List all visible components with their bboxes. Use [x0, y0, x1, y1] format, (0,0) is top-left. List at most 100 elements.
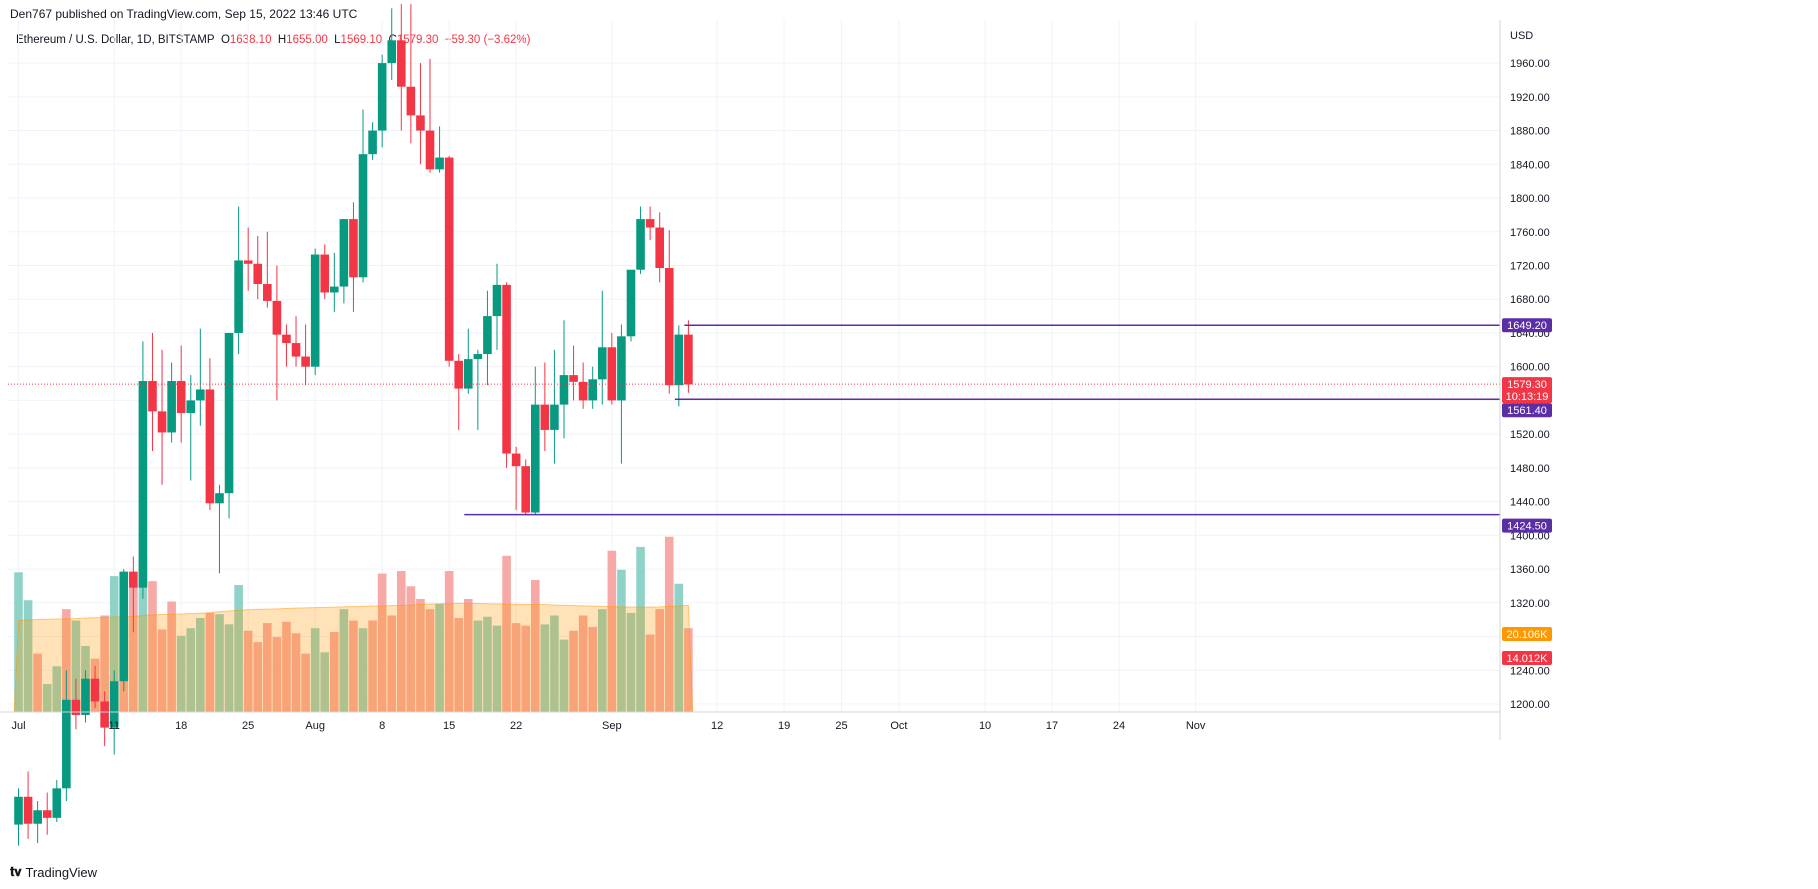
candle-body	[148, 381, 157, 412]
volume-bars	[14, 536, 693, 712]
candle-body	[569, 375, 578, 382]
volume-bar	[377, 573, 387, 712]
volume-bar	[320, 652, 330, 712]
x-tick-label: Oct	[890, 720, 907, 732]
volume-bar	[540, 624, 550, 712]
volume-bar	[483, 616, 492, 712]
candle-body	[224, 332, 234, 494]
x-tick-label: 25	[242, 720, 254, 732]
candle-body	[358, 154, 368, 278]
volume-bar	[569, 630, 578, 712]
candle-body	[167, 381, 176, 433]
candle-body	[559, 375, 569, 405]
level-price-label: 1561.40	[1507, 405, 1547, 417]
candle-body	[320, 254, 330, 293]
volume-bar	[52, 666, 62, 712]
candle-body	[205, 389, 215, 504]
volume-ma-label-bg	[1502, 627, 1552, 641]
x-tick-label: 12	[711, 720, 723, 732]
volume-bar	[588, 626, 597, 712]
candle-body	[42, 810, 52, 818]
volume-bar	[33, 653, 42, 712]
volume-bar	[358, 628, 368, 712]
volume-bar	[339, 609, 349, 712]
volume-bar	[253, 642, 263, 712]
candle-body	[387, 40, 397, 64]
volume-bar	[607, 550, 617, 712]
volume-bar	[559, 639, 569, 712]
candle-body	[425, 130, 435, 170]
volume-bar	[425, 609, 435, 712]
y-tick-label: 1760.00	[1510, 227, 1550, 239]
volume-bar	[397, 571, 406, 712]
candle-body	[578, 381, 588, 401]
x-tick-label: 19	[778, 720, 790, 732]
volume-bar	[23, 600, 33, 712]
candle-body	[540, 404, 550, 430]
volume-bar	[234, 585, 243, 712]
volume-bar	[416, 598, 425, 712]
candle-body	[272, 300, 282, 335]
candle-body	[607, 347, 617, 401]
candle-body	[406, 86, 416, 116]
candle-body	[176, 381, 186, 414]
candle-body	[157, 411, 167, 433]
candle-body	[368, 130, 377, 155]
volume-bar	[674, 583, 684, 712]
x-tick-label: Sep	[602, 720, 622, 732]
y-tick-label: 1680.00	[1510, 294, 1550, 306]
volume-bar	[62, 609, 71, 712]
volume-bar	[205, 612, 215, 712]
volume-bar	[521, 625, 531, 712]
candle-body	[473, 354, 483, 360]
candle-body	[301, 356, 310, 367]
volume-bar	[664, 536, 674, 712]
candle-body	[588, 379, 597, 401]
volume-bar	[530, 579, 540, 712]
volume-current-label: 14.012K	[1507, 653, 1549, 665]
volume-bar	[215, 614, 224, 712]
last-price-label: 10:13:19	[1506, 391, 1549, 403]
candle-body	[291, 343, 301, 357]
candle-body	[119, 571, 129, 682]
candle-body	[645, 219, 655, 228]
candle-body	[521, 466, 531, 513]
close-value: 1579.30	[396, 34, 439, 46]
candle-body	[377, 63, 387, 131]
open-value: 1638.10	[229, 34, 272, 46]
volume-bar	[444, 571, 454, 712]
y-tick-label: 1480.00	[1510, 463, 1550, 475]
candle-body	[339, 219, 349, 287]
volume-current-label-bg	[1502, 651, 1552, 665]
change-value: −59.30 (−3.62%)	[444, 34, 531, 46]
tradingview-brand[interactable]: 𝐭𝐯 TradingView	[10, 864, 97, 880]
y-tick-label: 1520.00	[1510, 429, 1550, 441]
volume-bar	[310, 628, 320, 712]
brand-label: TradingView	[25, 864, 97, 880]
volume-bar	[157, 629, 167, 712]
candle-body	[492, 284, 502, 317]
candle-body	[511, 453, 521, 467]
volume-bar	[186, 628, 196, 712]
level-price-label: 1649.20	[1507, 320, 1547, 332]
currency-label: USD	[1510, 30, 1533, 42]
candle-body	[463, 359, 473, 389]
candle-body	[71, 699, 81, 715]
candle-body	[684, 334, 693, 385]
candle-body	[330, 286, 339, 293]
y-tick-label: 1880.00	[1510, 126, 1550, 138]
candle-body	[664, 268, 674, 386]
y-tick-label: 1400.00	[1510, 530, 1550, 542]
candle-body	[282, 334, 291, 344]
candle-body	[186, 400, 196, 414]
candle-body	[90, 678, 100, 702]
candle-body	[454, 360, 464, 389]
x-tick-label: 17	[1046, 720, 1058, 732]
volume-bar	[176, 635, 186, 712]
candle-body	[597, 347, 607, 380]
candle-body	[234, 260, 243, 333]
candle-body	[483, 316, 492, 355]
volume-bar	[272, 637, 282, 712]
